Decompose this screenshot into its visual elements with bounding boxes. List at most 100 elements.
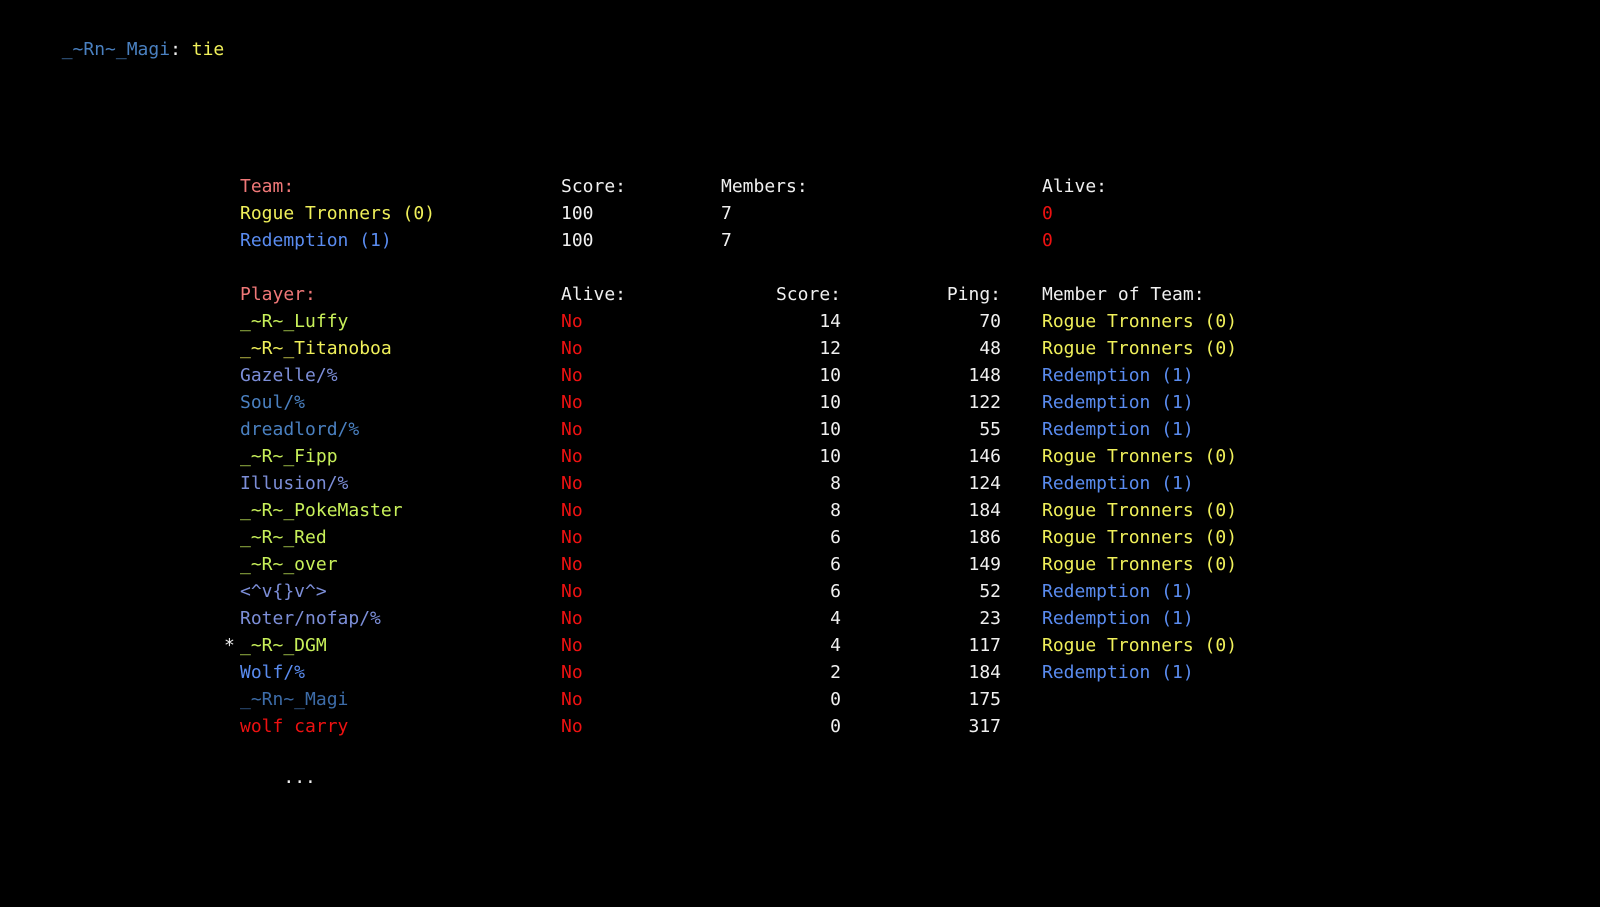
player-row: Illusion/% No 8 124 Redemption (1) — [0, 472, 1600, 496]
player-ping: 124 — [968, 473, 1001, 494]
player-name: _~R~_PokeMaster — [240, 500, 403, 521]
player-ping: 146 — [968, 446, 1001, 467]
player-team: Rogue Tronners (0) — [1042, 500, 1238, 521]
teams-header-row: Team: Score: Members: Alive: — [0, 175, 1600, 199]
chat-line: _~Rn~_Magi: tie — [40, 14, 225, 60]
player-score: 4 — [830, 635, 841, 656]
player-row: _~R~_over No 6 149 Rogue Tronners (0) — [0, 553, 1600, 577]
player-ping: 184 — [968, 500, 1001, 521]
team-members: 7 — [721, 230, 732, 251]
player-ping: 70 — [979, 311, 1001, 332]
players-header-alive: Alive: — [561, 284, 627, 305]
player-row: _~R~_Titanoboa No 12 48 Rogue Tronners (… — [0, 337, 1600, 361]
player-name: _~Rn~_Magi — [240, 689, 349, 710]
player-marker: * — [224, 635, 235, 656]
player-alive: No — [561, 419, 583, 440]
chat-sender: _~Rn~_Magi — [61, 39, 171, 60]
player-team: Redemption (1) — [1042, 392, 1194, 413]
player-team: Rogue Tronners (0) — [1042, 527, 1238, 548]
player-ping: 184 — [968, 662, 1001, 683]
player-name: <^v{}v^> — [240, 581, 327, 602]
team-name: Rogue Tronners (0) — [240, 203, 436, 224]
player-score: 10 — [819, 392, 841, 413]
teams-header-members: Members: — [721, 176, 808, 197]
player-alive: No — [561, 635, 583, 656]
player-score: 4 — [830, 608, 841, 629]
player-name: _~R~_Red — [240, 527, 327, 548]
chat-separator: : — [170, 39, 192, 60]
player-ping: 175 — [968, 689, 1001, 710]
player-row: _~R~_PokeMaster No 8 184 Rogue Tronners … — [0, 499, 1600, 523]
player-ping: 148 — [968, 365, 1001, 386]
player-name: Roter/nofap/% — [240, 608, 381, 629]
player-row: _~R~_Red No 6 186 Rogue Tronners (0) — [0, 526, 1600, 550]
player-alive: No — [561, 392, 583, 413]
player-name: wolf carry — [240, 716, 349, 737]
players-header-team: Member of Team: — [1042, 284, 1205, 305]
player-ping: 52 — [979, 581, 1001, 602]
chat-message: tie — [191, 39, 225, 60]
player-score: 14 — [819, 311, 841, 332]
team-name: Redemption (1) — [240, 230, 392, 251]
player-team: Rogue Tronners (0) — [1042, 311, 1238, 332]
player-row: _~Rn~_Magi No 0 175 — [0, 688, 1600, 712]
more-players-text: ... — [283, 767, 316, 788]
player-ping: 317 — [968, 716, 1001, 737]
player-team: Redemption (1) — [1042, 581, 1194, 602]
players-header-ping: Ping: — [946, 284, 1001, 305]
player-row: Gazelle/% No 10 148 Redemption (1) — [0, 364, 1600, 388]
team-score: 100 — [561, 203, 594, 224]
player-alive: No — [561, 581, 583, 602]
player-score: 8 — [830, 500, 841, 521]
player-score: 10 — [819, 446, 841, 467]
player-row: wolf carry No 0 317 — [0, 715, 1600, 739]
player-alive: No — [561, 554, 583, 575]
player-name: Wolf/% — [240, 662, 306, 683]
player-name: dreadlord/% — [240, 419, 360, 440]
player-score: 12 — [819, 338, 841, 359]
player-ping: 48 — [979, 338, 1001, 359]
teams-header-alive: Alive: — [1042, 176, 1108, 197]
team-row: Redemption (1) 100 7 0 — [0, 229, 1600, 253]
player-team: Redemption (1) — [1042, 419, 1194, 440]
player-ping: 23 — [979, 608, 1001, 629]
player-alive: No — [561, 338, 583, 359]
players-header-player: Player: — [240, 284, 316, 305]
player-team: Rogue Tronners (0) — [1042, 554, 1238, 575]
players-header-score: Score: — [775, 284, 841, 305]
player-team: Rogue Tronners (0) — [1042, 338, 1238, 359]
player-name: Illusion/% — [240, 473, 349, 494]
player-score: 6 — [830, 581, 841, 602]
player-score: 0 — [830, 716, 841, 737]
player-row: _~R~_Luffy No 14 70 Rogue Tronners (0) — [0, 310, 1600, 334]
player-alive: No — [561, 500, 583, 521]
player-row: * _~R~_DGM No 4 117 Rogue Tronners (0) — [0, 634, 1600, 658]
player-ping: 117 — [968, 635, 1001, 656]
team-alive: 0 — [1042, 230, 1053, 251]
player-name: _~R~_Titanoboa — [240, 338, 392, 359]
player-score: 6 — [830, 527, 841, 548]
player-score: 8 — [830, 473, 841, 494]
player-score: 0 — [830, 689, 841, 710]
more-players-indicator: ... — [240, 742, 316, 788]
player-row: Roter/nofap/% No 4 23 Redemption (1) — [0, 607, 1600, 631]
player-team: Redemption (1) — [1042, 365, 1194, 386]
player-alive: No — [561, 446, 583, 467]
player-team: Redemption (1) — [1042, 608, 1194, 629]
player-name: _~R~_DGM — [240, 635, 327, 656]
player-score: 6 — [830, 554, 841, 575]
player-score: 10 — [819, 419, 841, 440]
player-row: <^v{}v^> No 6 52 Redemption (1) — [0, 580, 1600, 604]
team-alive: 0 — [1042, 203, 1053, 224]
players-header-row: Player: Alive: Score: Ping: Member of Te… — [0, 283, 1600, 307]
player-ping: 122 — [968, 392, 1001, 413]
team-row: Rogue Tronners (0) 100 7 0 — [0, 202, 1600, 226]
player-alive: No — [561, 716, 583, 737]
player-name: Soul/% — [240, 392, 306, 413]
player-team: Redemption (1) — [1042, 473, 1194, 494]
player-alive: No — [561, 662, 583, 683]
player-alive: No — [561, 311, 583, 332]
player-alive: No — [561, 365, 583, 386]
player-alive: No — [561, 689, 583, 710]
player-team: Rogue Tronners (0) — [1042, 446, 1238, 467]
